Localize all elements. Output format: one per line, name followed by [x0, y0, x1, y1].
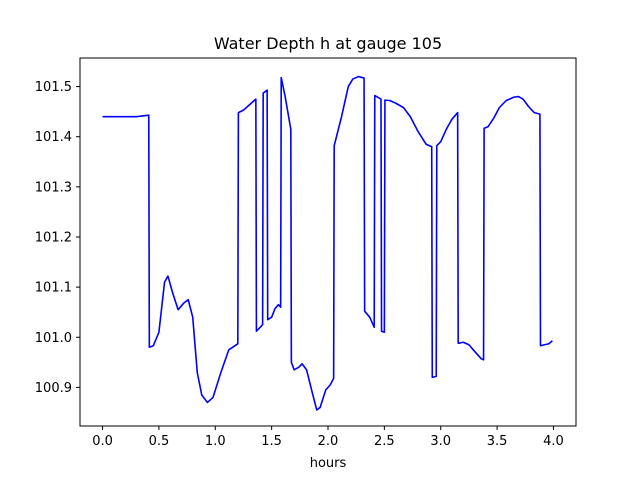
x-tick-label: 3.0: [430, 434, 451, 449]
series-line: [102, 75, 553, 411]
x-tick-label: 3.5: [487, 434, 508, 449]
y-tick-label: 101.0: [35, 331, 72, 346]
plot-frame: [79, 57, 577, 427]
x-tick-label: 2.5: [374, 434, 395, 449]
x-tick-label: 0.5: [149, 434, 170, 449]
x-tick-label: 4.0: [543, 434, 564, 449]
x-axis-ticks: 0.0 0.5 1.0 1.5 2.0 2.5 3.0 3.5 4.0: [92, 426, 564, 449]
chart-title: Water Depth h at gauge 105: [214, 34, 442, 53]
x-tick-label: 0.0: [92, 434, 113, 449]
y-tick-label: 101.2: [35, 230, 72, 245]
y-tick-label: 101.4: [35, 130, 72, 145]
y-axis-ticks: 100.9 101.0 101.1 101.2 101.3 101.4 101.5: [35, 80, 80, 396]
x-axis-label: hours: [310, 456, 347, 471]
y-tick-label: 101.1: [35, 281, 72, 296]
x-tick-label: 2.0: [318, 434, 339, 449]
y-tick-label: 100.9: [35, 381, 72, 396]
y-tick-label: 101.5: [35, 80, 72, 95]
y-tick-label: 101.3: [35, 180, 72, 195]
x-tick-label: 1.0: [205, 434, 226, 449]
x-tick-label: 1.5: [261, 434, 282, 449]
